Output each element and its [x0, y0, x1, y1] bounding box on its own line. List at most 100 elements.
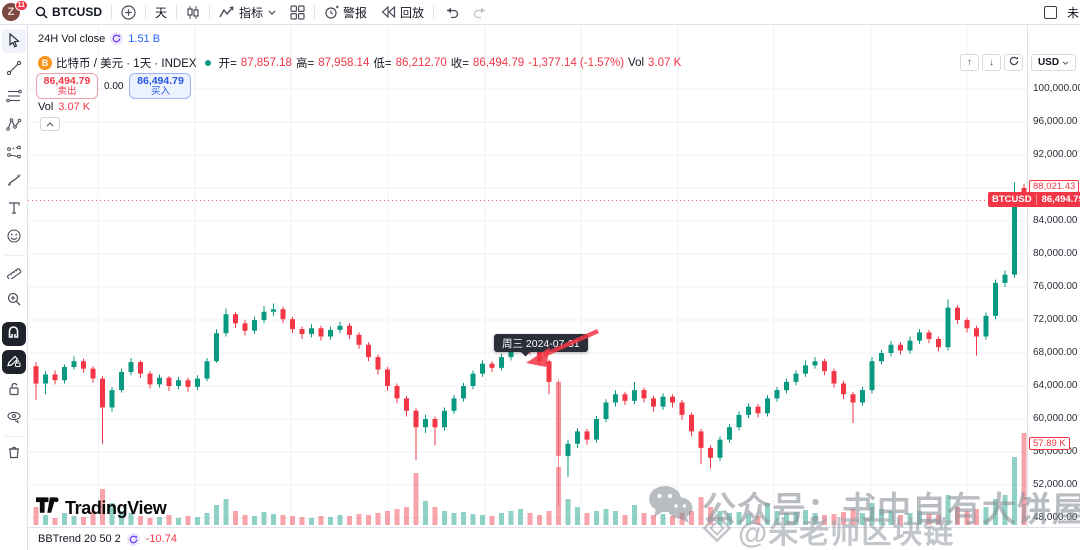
indicators-label: 指标	[239, 5, 264, 20]
compare-add-button[interactable]	[114, 0, 143, 24]
trade-panel: 86,494.79 卖出 0.00 86,494.79 买入	[36, 73, 192, 99]
candles-icon	[186, 5, 200, 20]
interval-label: 天	[155, 5, 168, 20]
price-tick: 48,000.00	[1033, 512, 1078, 523]
divider	[433, 5, 435, 19]
collapse-legend-button[interactable]	[40, 117, 60, 131]
symbol-legend[interactable]: B 比特币 / 美元 · 1天 · INDEX 开= 87,857.18 高= 87…	[38, 55, 681, 71]
price-tick: 72,000.00	[1033, 314, 1078, 325]
grid-layout-icon	[290, 4, 305, 20]
volume-last-label: 57.89 K	[1029, 437, 1070, 450]
last-price-value: 86,494.79	[1041, 194, 1080, 205]
refresh-icon[interactable]	[110, 32, 124, 45]
price-tick: 68,000.00	[1033, 347, 1078, 358]
redo-button[interactable]	[466, 0, 496, 24]
tool-hide-drawings[interactable]	[2, 406, 26, 430]
search-icon	[35, 6, 48, 19]
price-tick: 84,000.00	[1033, 215, 1078, 226]
vol24h-row: 24H Vol close 1.51 B	[38, 32, 160, 45]
eye-icon	[6, 409, 22, 428]
tool-forecast[interactable]	[2, 141, 26, 165]
undo-button[interactable]	[436, 0, 466, 24]
symbol-label: BTCUSD	[52, 5, 102, 19]
volume-indicator-row[interactable]: Vol 3.07 K	[38, 101, 90, 113]
high-value: 87,958.14	[318, 57, 370, 69]
tool-text[interactable]	[2, 197, 26, 221]
account-avatar[interactable]: Z 11	[2, 0, 28, 24]
tool-draw-lock[interactable]	[1, 350, 26, 374]
currency-dropdown[interactable]: USD	[1031, 54, 1076, 71]
price-tick: 52,000.00	[1033, 479, 1078, 490]
layout-grid-button[interactable]	[283, 0, 312, 24]
cursor-icon	[6, 32, 22, 51]
market-open-dot	[204, 60, 211, 66]
indicators-button[interactable]: 指标	[212, 0, 283, 24]
interval-button[interactable]: 天	[148, 0, 174, 24]
pencil-lock-icon	[6, 353, 21, 371]
spread-value: 0.00	[104, 80, 124, 92]
last-price-label: BTCUSD 86,494.79	[988, 192, 1080, 207]
tool-fib-retracement[interactable]	[2, 85, 26, 109]
reset-icon	[1009, 56, 1019, 69]
sell-button[interactable]: 86,494.79 卖出	[36, 73, 98, 99]
chevron-down-icon	[268, 10, 276, 15]
notification-badge: 11	[14, 0, 28, 11]
zoom-in-icon	[6, 291, 22, 310]
buy-button[interactable]: 86,494.79 买入	[129, 73, 192, 99]
buy-price: 86,494.79	[137, 74, 184, 87]
tool-cursor[interactable]	[1, 29, 26, 53]
btc-icon: B	[38, 56, 52, 70]
replay-button[interactable]: 回放	[374, 0, 431, 24]
tool-xabcd-pattern[interactable]	[2, 113, 26, 137]
tradingview-mark-icon	[36, 497, 59, 519]
tool-zoom-in[interactable]	[2, 288, 26, 312]
alert-button[interactable]: 警报	[317, 0, 374, 24]
divider	[4, 436, 23, 437]
tool-unlock[interactable]	[2, 378, 26, 402]
price-tick: 64,000.00	[1033, 380, 1078, 391]
tool-measure[interactable]	[2, 260, 26, 284]
price-tick: 100,000.00	[1033, 83, 1080, 94]
date-tooltip: 周三 2024-07-31	[494, 334, 588, 352]
sell-label: 卖出	[57, 85, 77, 97]
bbtrend-indicator-row[interactable]: BBTrend 20 50 2 -10.74	[0, 527, 1080, 550]
trash-icon	[6, 444, 22, 463]
symbol-search-button[interactable]: BTCUSD	[28, 0, 109, 24]
change-value: -1,377.14 (-1.57%)	[528, 57, 625, 69]
high-label: 高=	[295, 58, 315, 70]
scroll-up-button[interactable]: ↑	[960, 54, 979, 71]
reset-scale-button[interactable]	[1004, 54, 1023, 71]
redo-icon	[473, 5, 489, 19]
last-price-symbol: BTCUSD	[988, 194, 1037, 205]
emoji-icon	[6, 228, 22, 247]
tool-trend-line[interactable]	[2, 57, 26, 81]
price-tick: 80,000.00	[1033, 248, 1078, 259]
symbol-title: 比特币 / 美元 · 1天 · INDEX	[56, 58, 197, 70]
candlestick-chart[interactable]	[28, 25, 1027, 527]
divider	[209, 5, 211, 19]
tool-emoji[interactable]	[2, 225, 26, 249]
tool-magnet[interactable]	[1, 322, 26, 346]
vol-indicator-label: Vol	[38, 101, 54, 113]
tool-brush[interactable]	[2, 169, 26, 193]
vol24h-label: 24H Vol close	[38, 32, 106, 45]
close-value: 86,494.79	[472, 57, 525, 69]
close-label: 收=	[450, 58, 469, 70]
scroll-down-button[interactable]: ↓	[982, 54, 1001, 71]
open-label: 开=	[218, 58, 237, 70]
tradingview-logo[interactable]: TradingView	[36, 497, 167, 519]
xabcd-pattern-icon	[5, 116, 22, 135]
fullscreen-icon[interactable]	[1044, 5, 1057, 19]
refresh-icon[interactable]	[126, 532, 140, 546]
unsaved-label: 未	[1067, 5, 1080, 20]
open-value: 87,857.18	[240, 57, 292, 69]
low-value: 86,212.70	[395, 57, 447, 69]
vol24h-value[interactable]: 1.51 B	[128, 32, 161, 45]
divider	[314, 5, 316, 19]
price-axis[interactable]: 100,000.0096,000.0092,000.0088,000.0084,…	[1027, 25, 1080, 550]
axis-toolbar: ↑ ↓	[960, 54, 1023, 71]
divider	[145, 5, 146, 19]
tool-trash[interactable]	[2, 441, 26, 465]
chart-style-button[interactable]	[179, 0, 207, 24]
low-label: 低=	[373, 58, 392, 70]
